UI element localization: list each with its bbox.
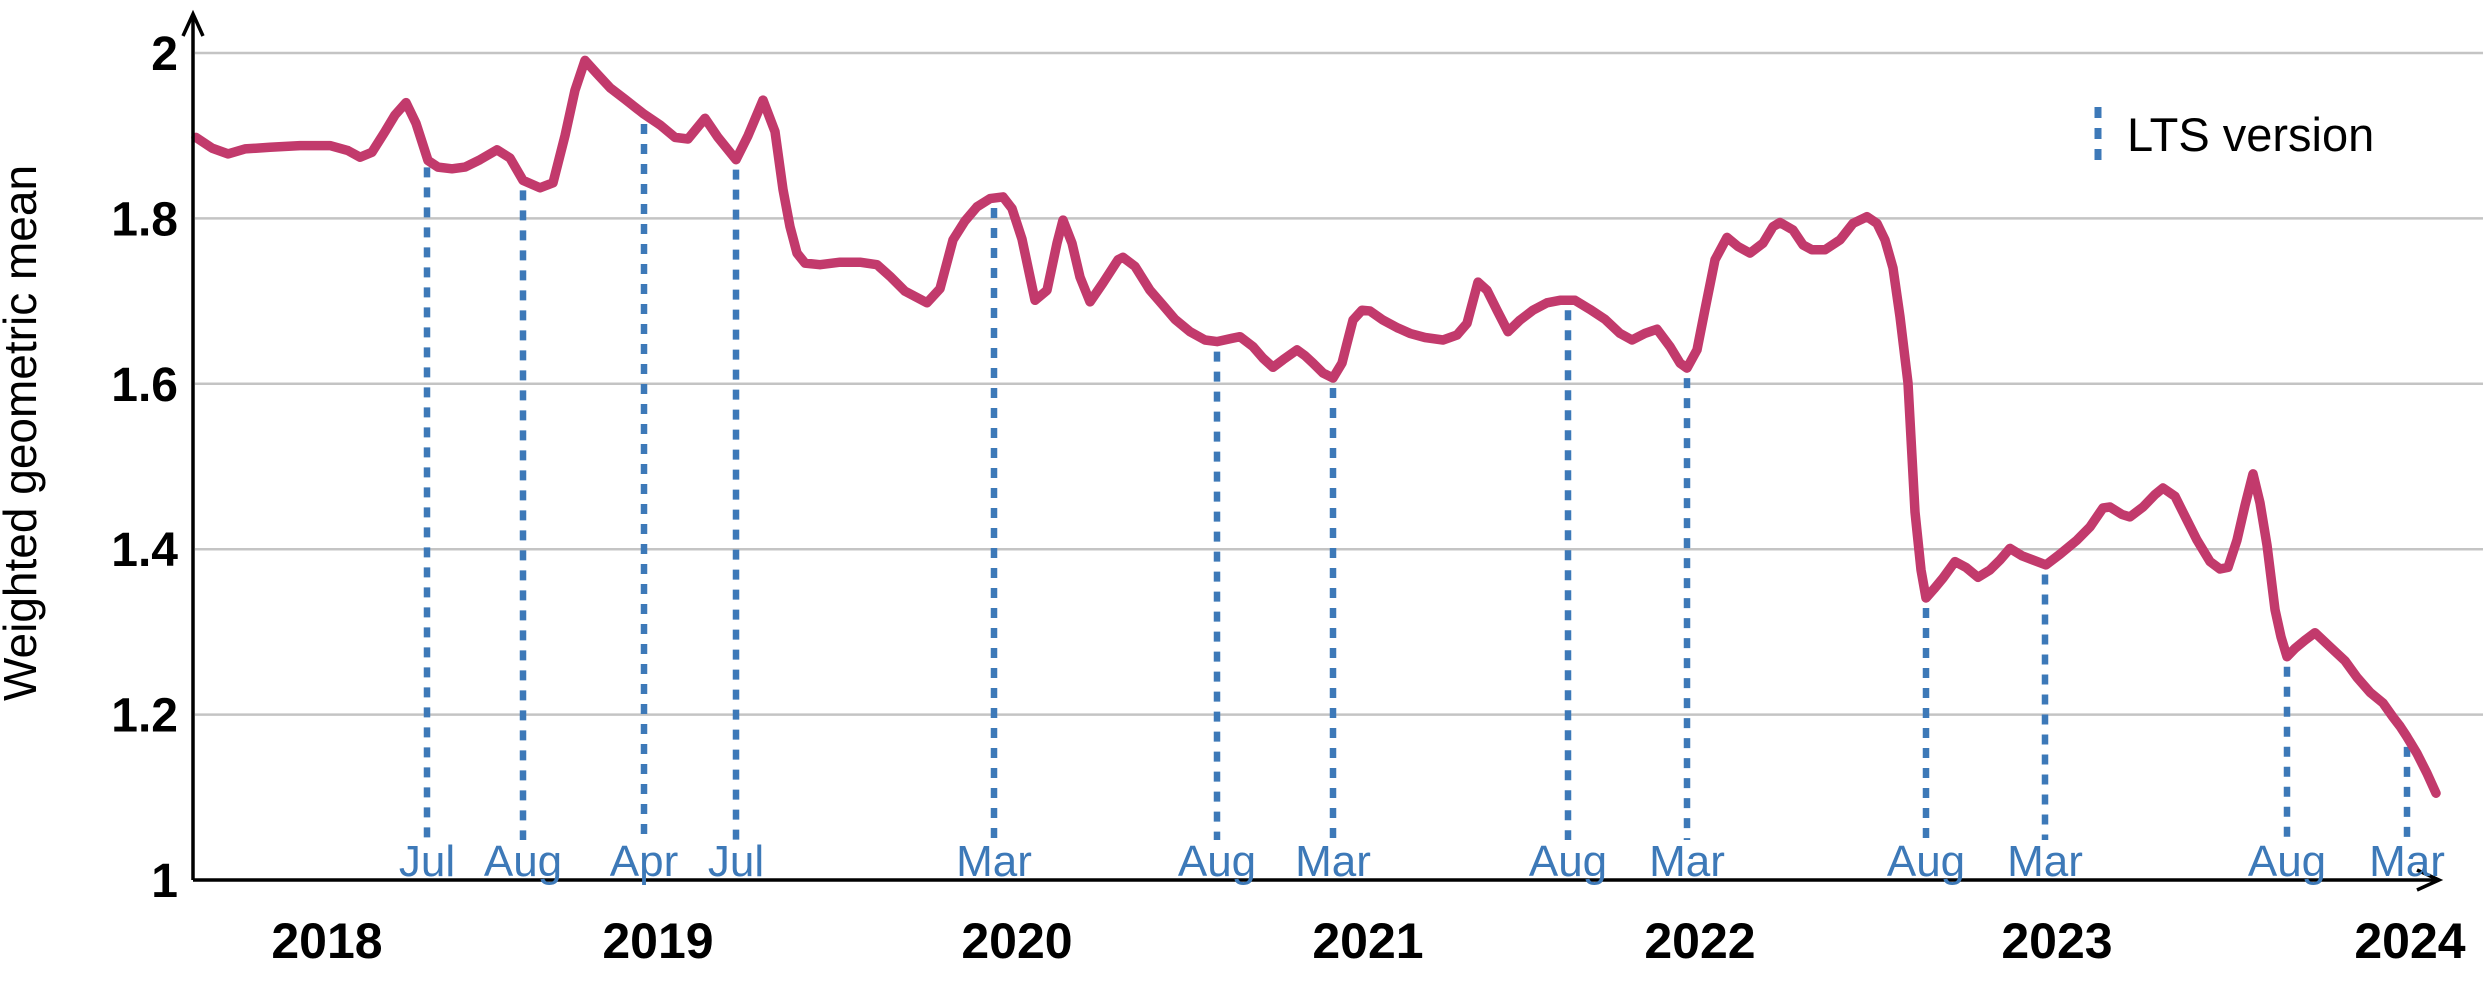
y-tick-label: 1 — [151, 855, 178, 908]
x-year-label: 2020 — [961, 913, 1072, 969]
x-year-label: 2024 — [2354, 913, 2465, 969]
lts-month-label: Aug — [1178, 837, 1256, 886]
legend-label: LTS version — [2127, 108, 2374, 161]
y-axis-title: Weighted geometric mean — [0, 165, 46, 701]
lts-month-label: Mar — [1649, 837, 1725, 886]
lts-month-labels: Jul Aug Apr Jul Mar Aug Mar Aug Mar Aug Mar Aug Mar — [399, 837, 2445, 886]
y-axis-arrow-icon — [181, 9, 205, 37]
lts-month-label: Apr — [610, 837, 678, 886]
data-series — [191, 55, 2441, 798]
axes — [181, 9, 2444, 892]
x-axis-arrow-icon — [2416, 868, 2444, 892]
x-year-label: 2022 — [1644, 913, 1755, 969]
x-year-label: 2021 — [1312, 913, 1423, 969]
lts-month-label: Aug — [1887, 837, 1965, 886]
lts-month-label: Mar — [956, 837, 1032, 886]
lts-month-label: Mar — [2007, 837, 2083, 886]
x-year-label: 2019 — [602, 913, 713, 969]
x-year-label: 2018 — [271, 913, 382, 969]
gridlines — [195, 51, 2483, 716]
lts-month-label: Mar — [1295, 837, 1371, 886]
legend: LTS version — [2094, 107, 2374, 166]
lts-month-label: Jul — [708, 837, 764, 886]
lts-version-marker-lines — [423, 124, 2411, 840]
y-tick-label: 1.4 — [111, 524, 178, 577]
y-tick-label: 1.2 — [111, 690, 178, 743]
lts-month-label: Aug — [1529, 837, 1607, 886]
y-tick-label: 1.8 — [111, 193, 178, 246]
y-axis-tick-labels: 2 1.8 1.6 1.4 1.2 1 — [111, 28, 178, 908]
lts-month-label: Mar — [2369, 837, 2445, 886]
y-tick-label: 2 — [151, 28, 178, 81]
x-axis-year-labels: 2018 2019 2020 2021 2022 2023 2024 — [271, 913, 2465, 969]
y-tick-label: 1.6 — [111, 359, 178, 412]
lts-month-label: Aug — [2248, 837, 2326, 886]
x-year-label: 2023 — [2001, 913, 2112, 969]
lts-month-label: Jul — [399, 837, 455, 886]
weighted-geometric-mean-line — [191, 55, 2441, 798]
lts-month-label: Aug — [484, 837, 562, 886]
